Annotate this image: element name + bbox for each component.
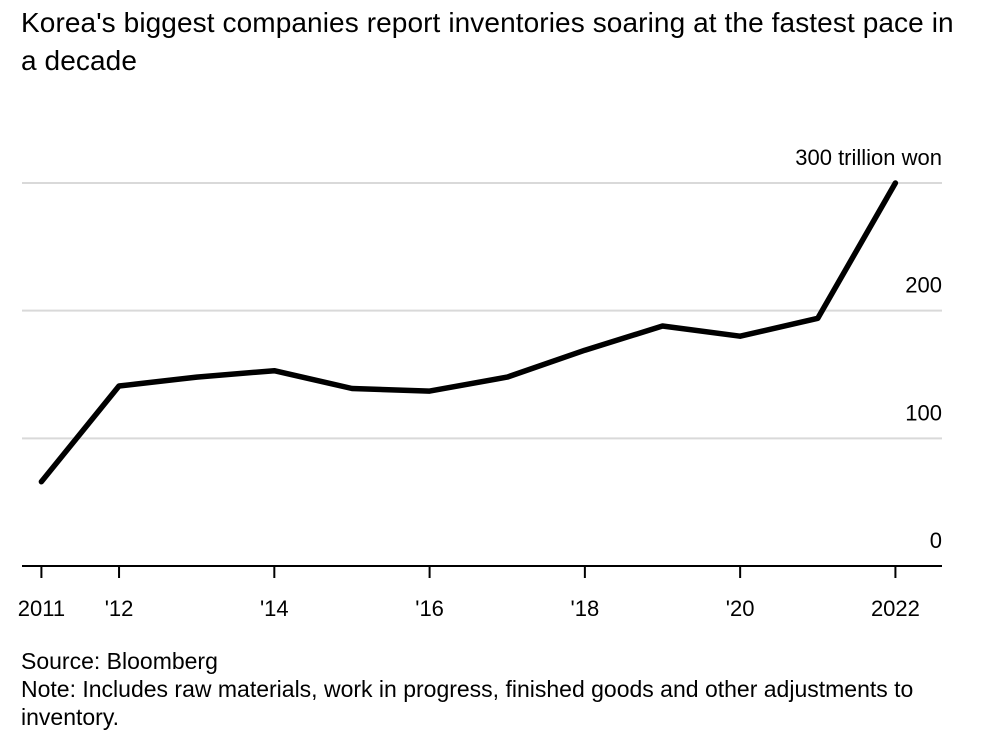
x-tick-label-2018: '18 — [571, 596, 600, 621]
x-tick-label-2012: '12 — [105, 596, 134, 621]
y-tick-label-0: 0 — [930, 528, 942, 553]
y-tick-label-300: 300 trillion won — [795, 145, 942, 170]
series-line-0 — [38, 180, 899, 485]
y-tick-label-200: 200 — [905, 273, 942, 298]
y-tick-label-100: 100 — [905, 400, 942, 425]
y-axis-labels: 0 100 200 300 trillion won — [795, 145, 942, 553]
series — [38, 180, 899, 485]
line-chart: 0 100 200 300 trillion won 2011 '12 '14 '16 '18… — [18, 145, 942, 621]
x-axis — [22, 565, 942, 578]
footnote: Note: Includes raw materials, work in pr… — [21, 676, 914, 730]
x-tick-label-2020: '20 — [726, 596, 755, 621]
x-tick-label-2016: '16 — [415, 596, 444, 621]
chart-footer: Source: Bloomberg Note: Includes raw mat… — [21, 647, 961, 731]
gridlines — [22, 182, 942, 440]
source-note: Source: Bloomberg — [21, 648, 218, 674]
x-tick-label-2011: 2011 — [18, 596, 65, 621]
x-tick-label-2022: 2022 — [871, 596, 920, 621]
x-axis-labels: 2011 '12 '14 '16 '18 '20 2022 — [18, 596, 920, 621]
chart-title: Korea's biggest companies report invento… — [21, 7, 954, 76]
x-tick-label-2014: '14 — [260, 596, 289, 621]
